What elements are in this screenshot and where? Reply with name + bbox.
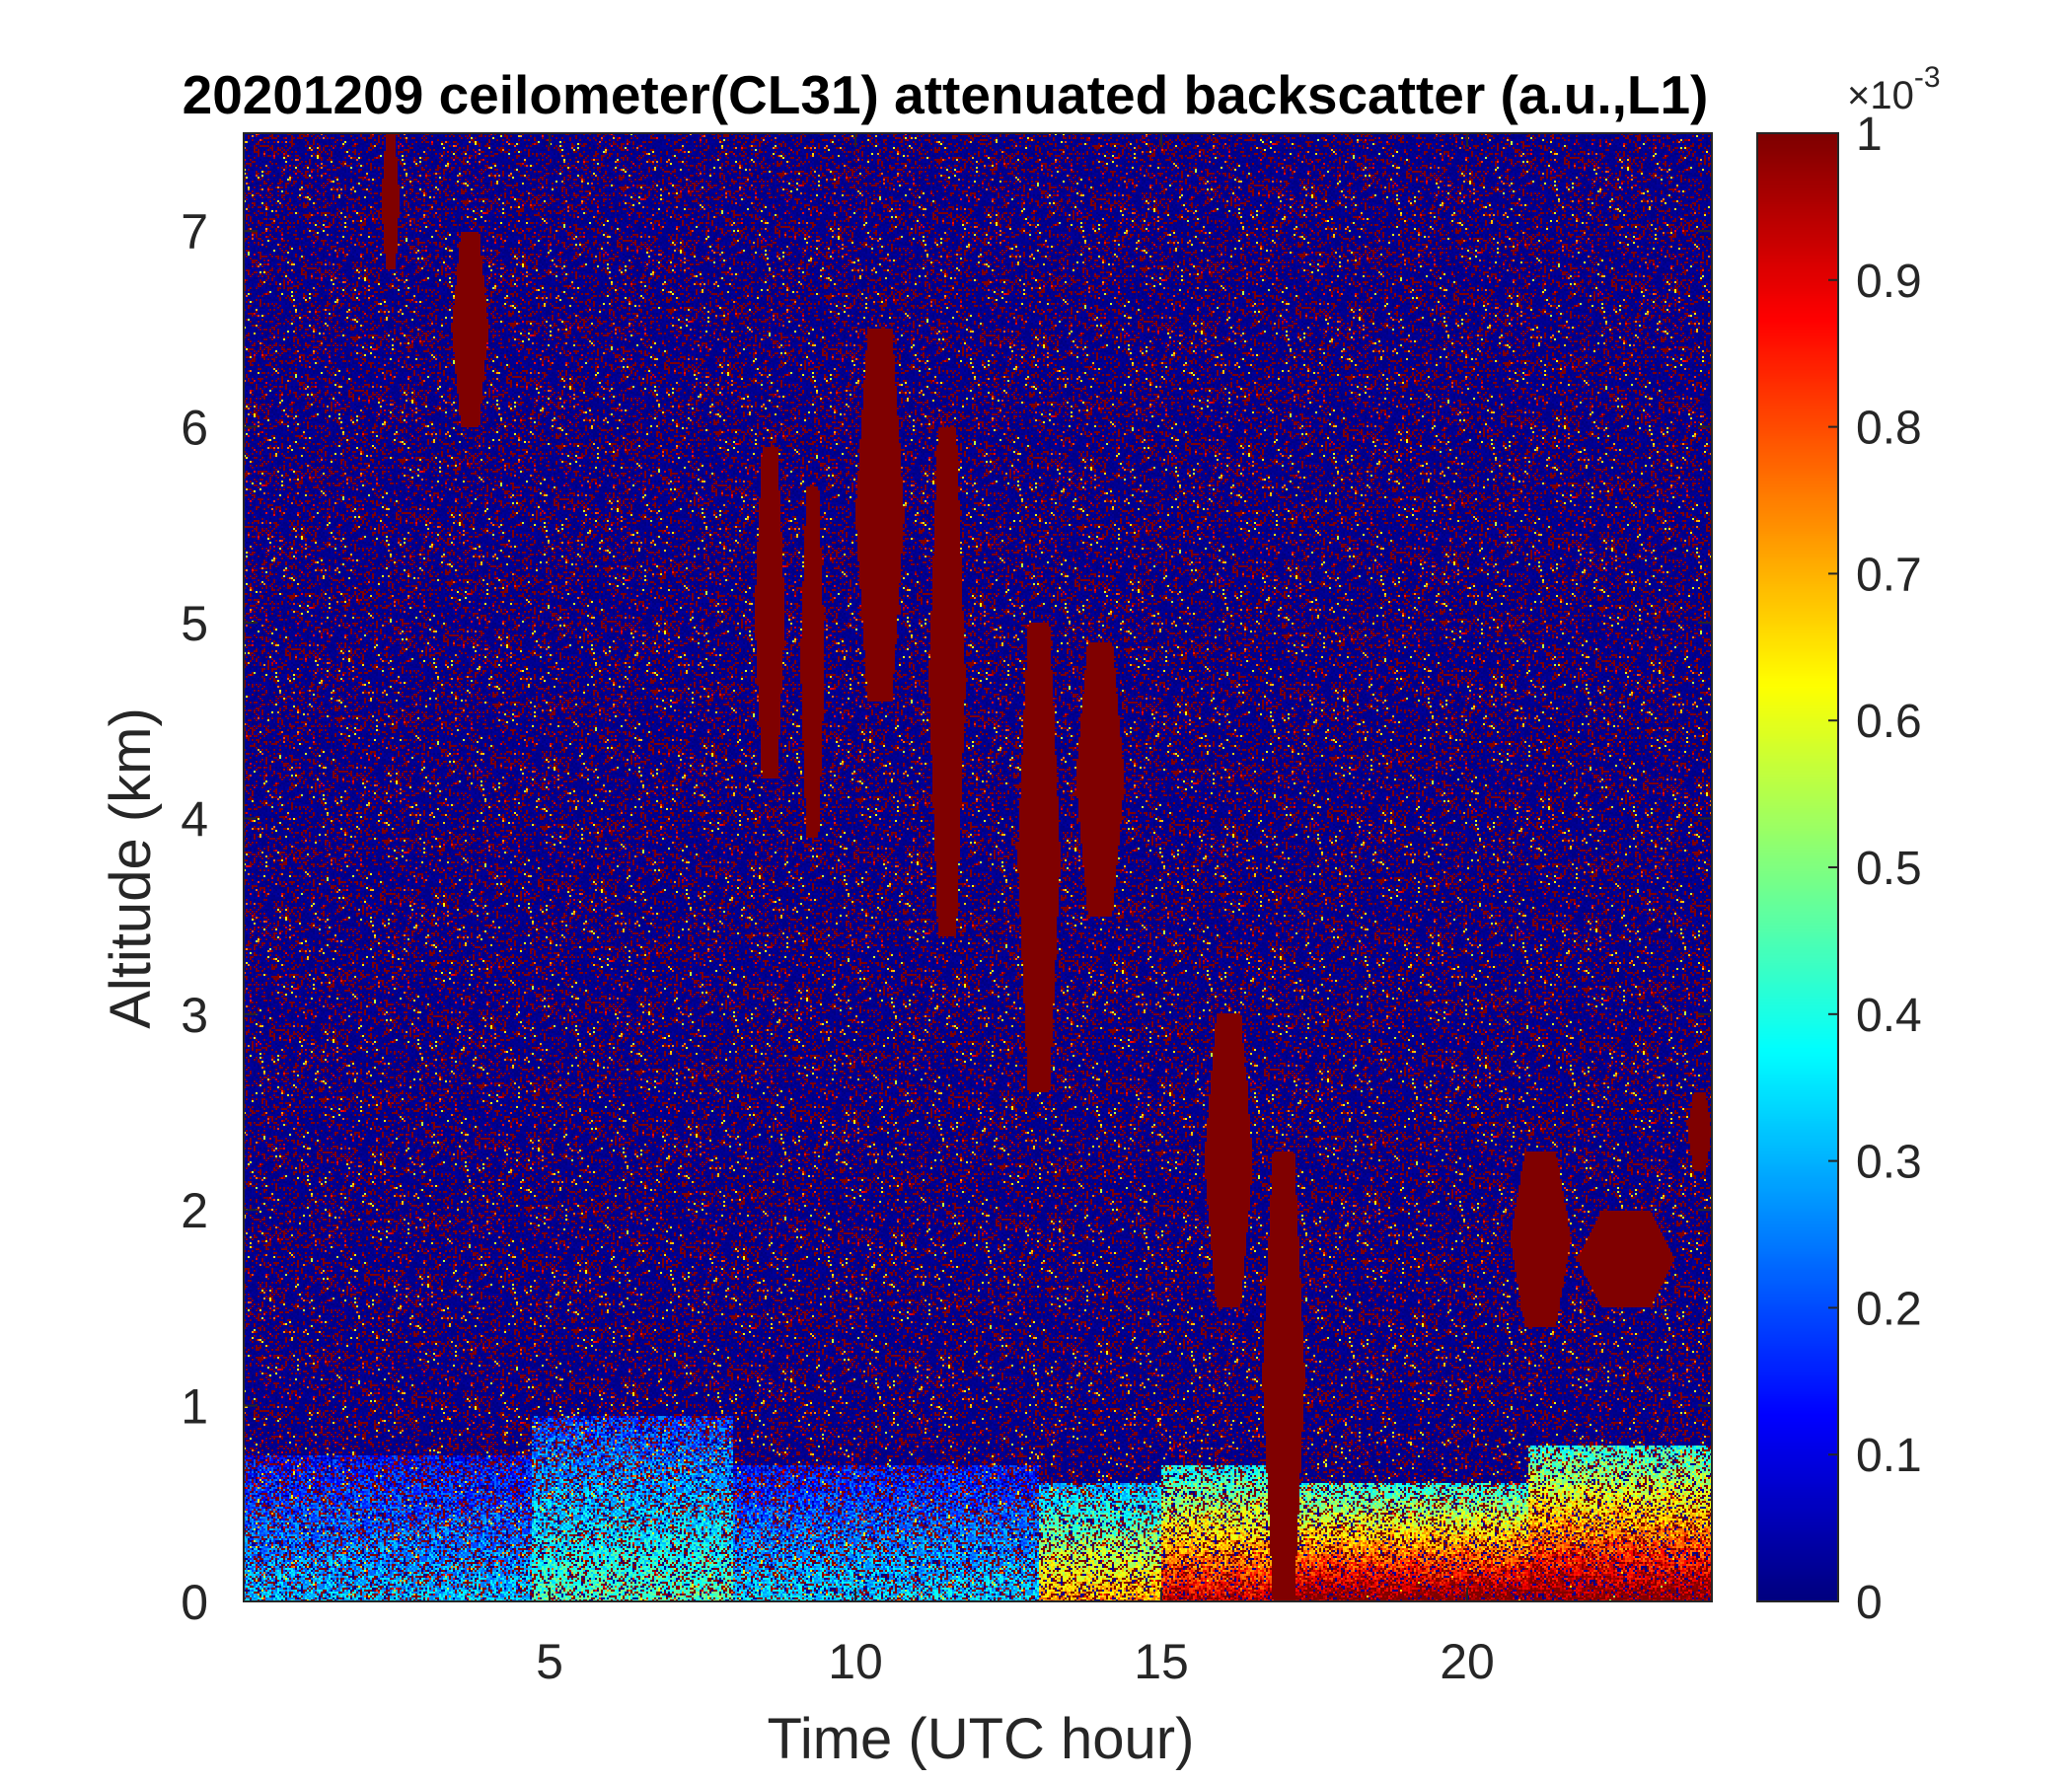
colorbar-tick-label: 0.1 xyxy=(1856,1430,1922,1482)
x-tick-label: 10 xyxy=(828,1634,883,1689)
y-tick-label: 2 xyxy=(181,1183,208,1238)
x-axis-label: Time (UTC hour) xyxy=(768,1707,1195,1771)
y-tick-label: 5 xyxy=(181,596,208,651)
colorbar-tick-label: 0.8 xyxy=(1856,403,1922,455)
colorbar-canvas xyxy=(1757,133,1838,1601)
y-tick-label: 1 xyxy=(181,1379,208,1435)
colorbar-tick-label: 1 xyxy=(1856,109,1883,161)
y-tick-label: 6 xyxy=(181,401,208,456)
colorbar-tick-label: 0.9 xyxy=(1856,256,1922,308)
colorbar-tick-label: 0.4 xyxy=(1856,990,1922,1042)
y-tick-label: 4 xyxy=(181,791,208,847)
x-tick-label: 5 xyxy=(536,1634,563,1689)
colorbar-tick-label: 0.3 xyxy=(1856,1137,1922,1189)
x-tick-label: 20 xyxy=(1440,1634,1495,1689)
colorbar-tick-label: 0 xyxy=(1856,1577,1883,1629)
axes-layer: 5 10 15 20 0 1 2 3 4 5 6 7 xyxy=(181,132,1713,1689)
chart-title: 20201209 ceilometer(CL31) attenuated bac… xyxy=(183,64,1709,125)
y-axis-label: Altitude (km) xyxy=(99,707,163,1029)
heatmap-plot-area xyxy=(244,133,1712,1601)
plot-frame xyxy=(243,132,1713,1602)
colorbar-tick-label: 0.2 xyxy=(1856,1283,1922,1335)
colorbar-tick-label: 0.6 xyxy=(1856,696,1922,748)
colorbar-tick-label: 0.7 xyxy=(1856,549,1922,601)
heatmap-canvas xyxy=(244,133,1712,1601)
colorbar-exponent: ×10-3 xyxy=(1847,61,1941,117)
x-tick-label: 15 xyxy=(1134,1634,1189,1689)
colorbar-axes-layer: 0 0.1 0.2 0.3 0.4 0.5 0.6 0.7 0.8 0.9 1 xyxy=(1756,109,1922,1629)
y-tick-label: 7 xyxy=(181,204,208,260)
y-tick-label: 0 xyxy=(181,1575,208,1630)
y-tick-label: 3 xyxy=(181,988,208,1043)
colorbar-area xyxy=(1757,133,1838,1601)
colorbar-tick-label: 0.5 xyxy=(1856,843,1922,895)
